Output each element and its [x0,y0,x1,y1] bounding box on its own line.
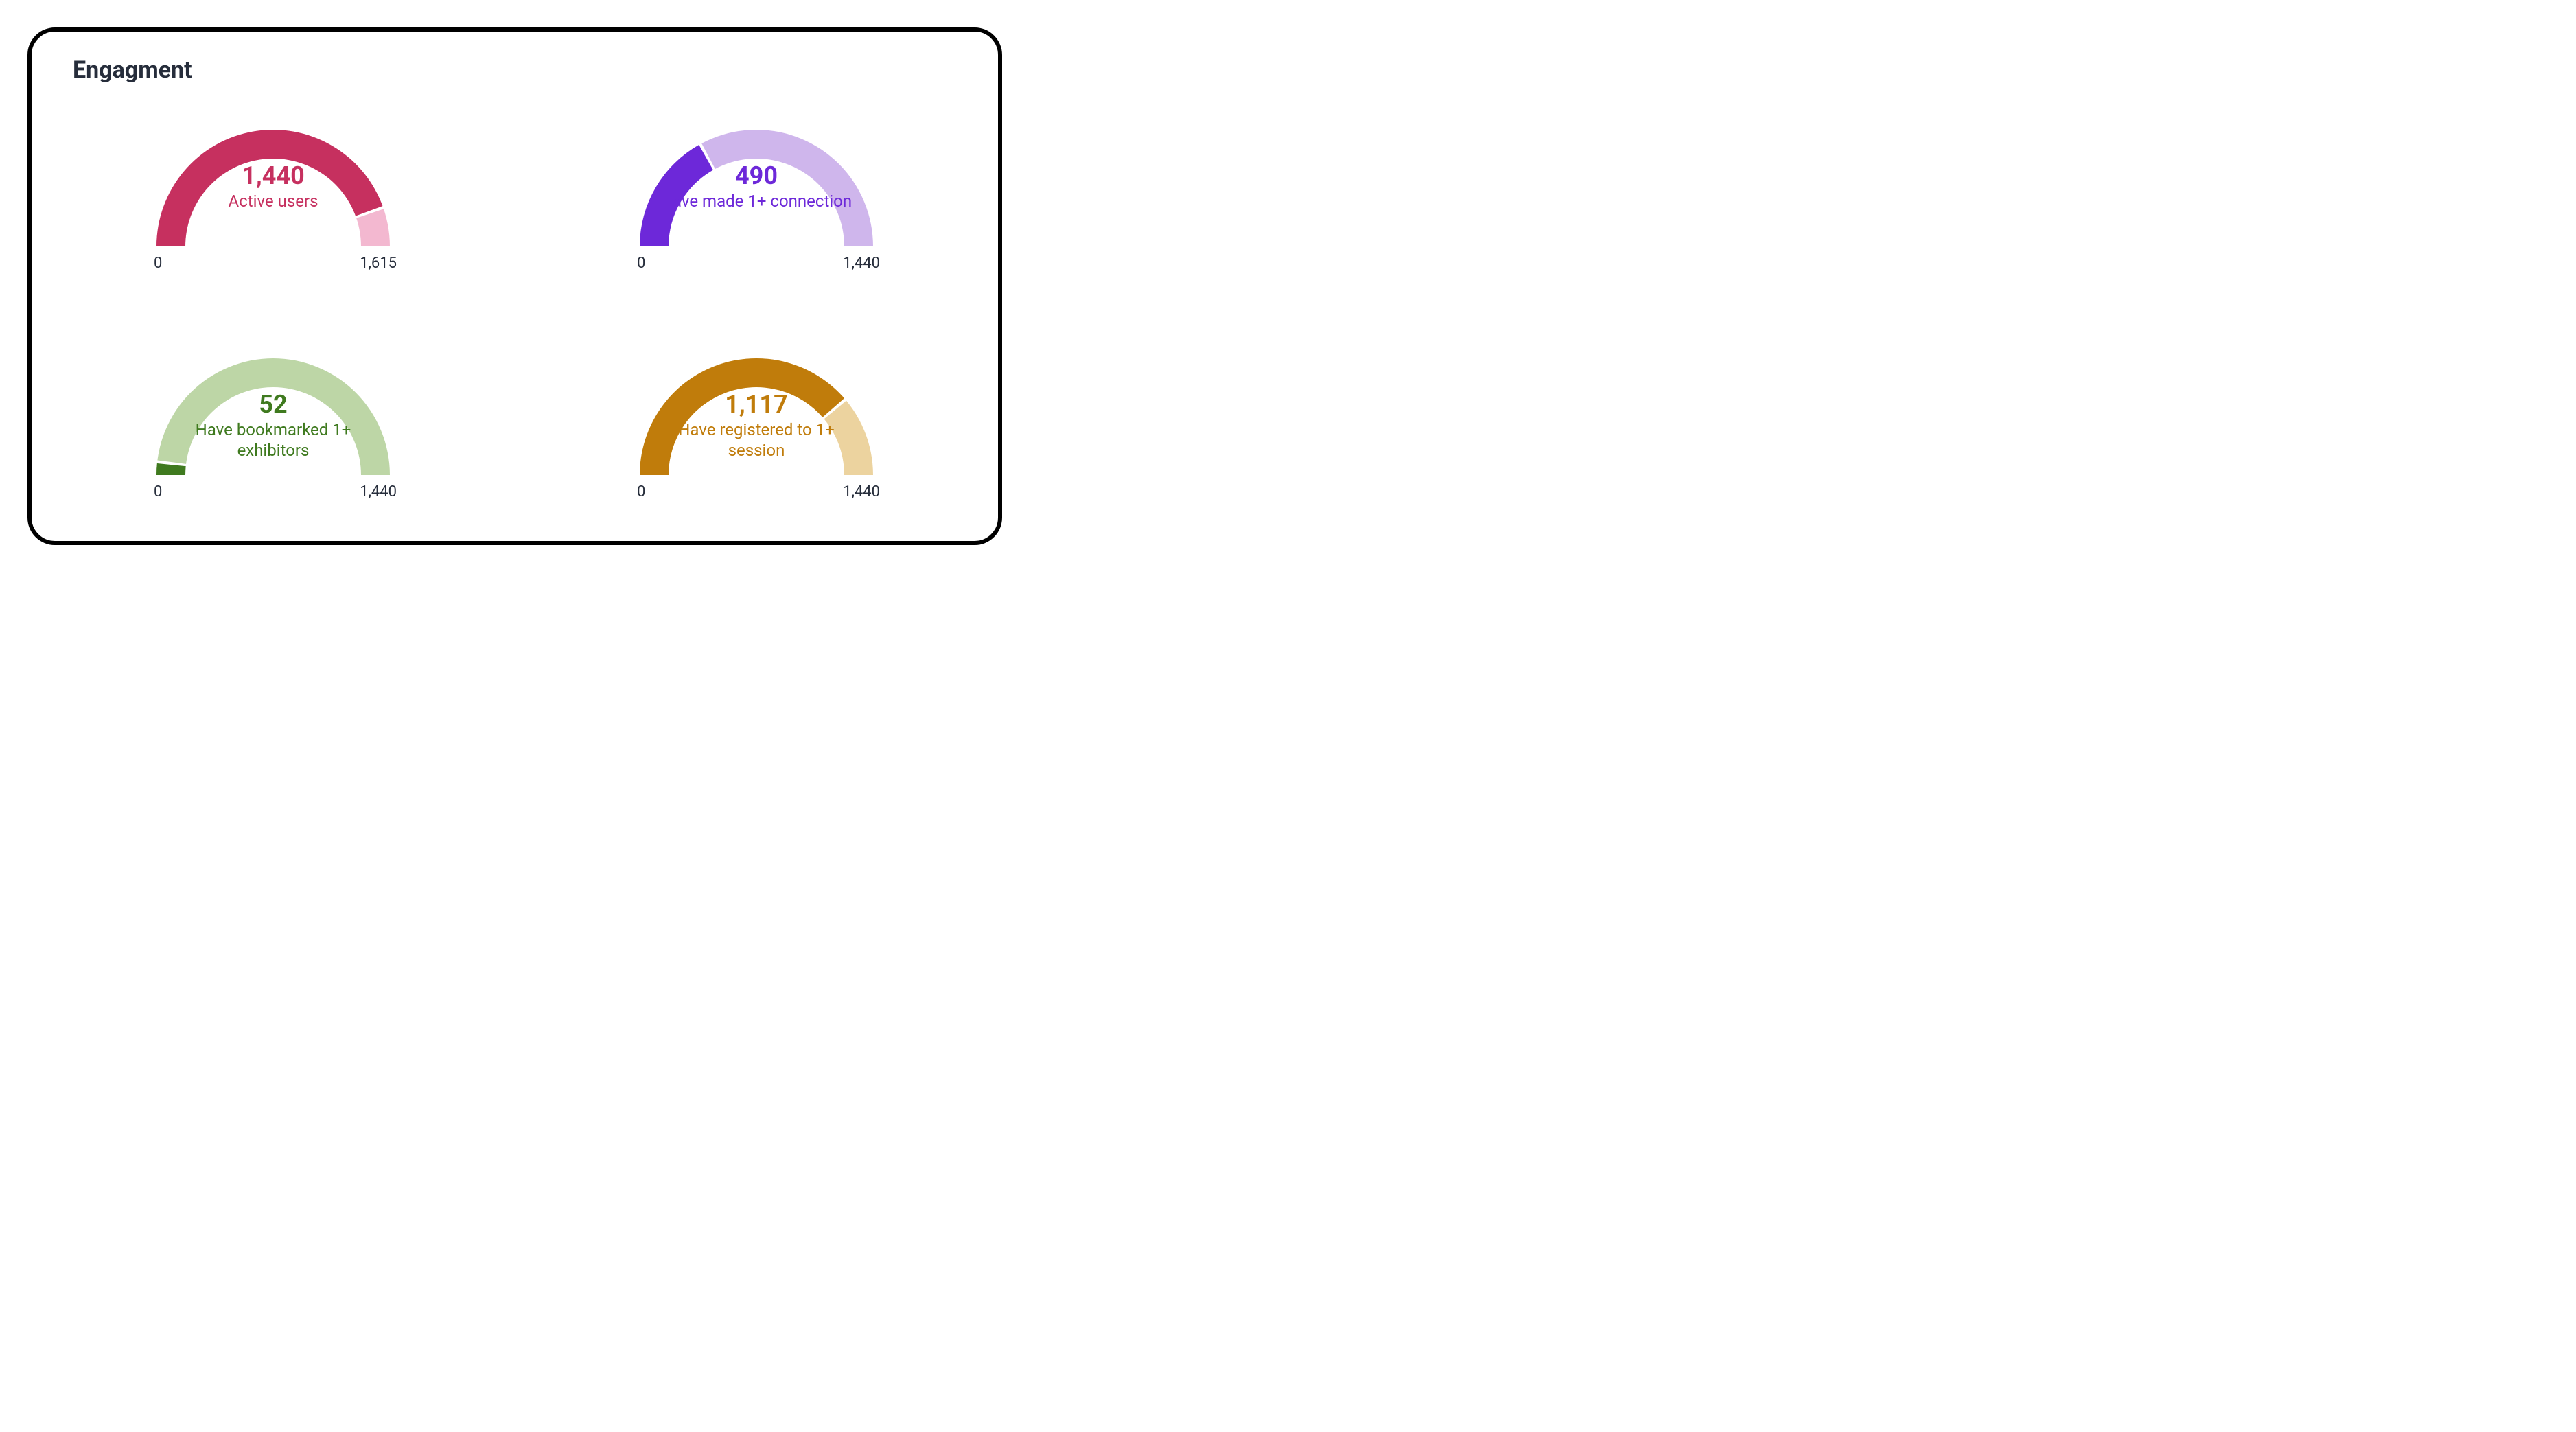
gauge-value: 490 [653,163,859,190]
gauge-connections: 490 Have made 1+ connection 0 1,440 [605,102,907,281]
gauge-min: 0 [154,255,162,272]
gauge-bookmarked: 52 Have bookmarked 1+ exhibitors 0 1,440 [122,331,424,509]
gauge-max: 1,440 [843,255,880,272]
gauge-max: 1,440 [843,483,880,500]
gauge-max: 1,615 [360,255,397,272]
gauge-label: Active users [170,191,376,211]
gauge-center: 1,117 Have registered to 1+ session [605,391,907,461]
gauges-grid: 1,440 Active users 0 1,615 490 Have made… [73,91,957,520]
gauge-label: Have bookmarked 1+ exhibitors [170,419,376,461]
gauge-active-users: 1,440 Active users 0 1,615 [122,102,424,281]
gauge-center: 490 Have made 1+ connection [605,163,907,212]
gauge-min: 0 [637,255,645,272]
gauge-value: 52 [170,391,376,419]
card-title: Engagment [73,56,957,84]
gauge-center: 1,440 Active users [122,163,424,212]
gauge-max: 1,440 [360,483,397,500]
gauge-min: 0 [637,483,645,500]
gauge-label: Have registered to 1+ session [653,419,859,461]
gauge-value: 1,440 [170,163,376,190]
engagement-card: Engagment 1,440 Active users 0 1,615 490 [27,27,1002,545]
gauge-label: Have made 1+ connection [653,191,859,211]
gauge-value: 1,117 [653,391,859,419]
gauge-center: 52 Have bookmarked 1+ exhibitors [122,391,424,461]
gauge-min: 0 [154,483,162,500]
gauge-registered: 1,117 Have registered to 1+ session 0 1,… [605,331,907,509]
